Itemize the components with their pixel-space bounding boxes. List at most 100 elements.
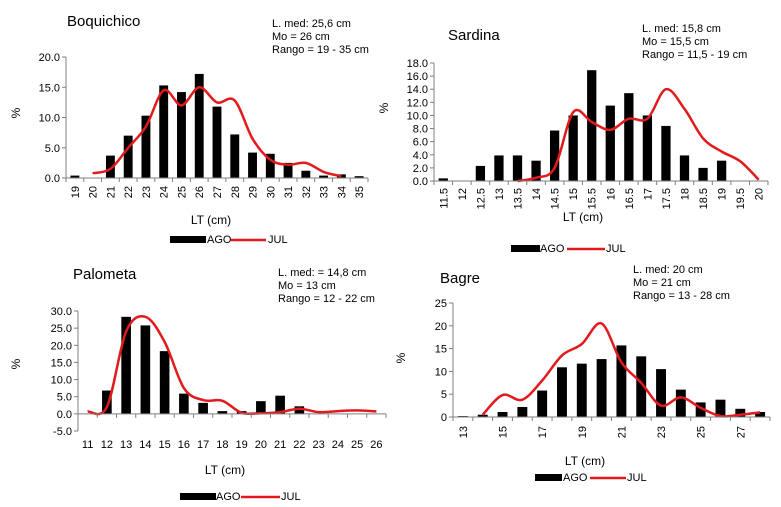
x-ticks: 19 20 21 22 23 24 25 26 27 28 29 30 31 32 33 34 35 xyxy=(65,178,369,198)
x-tick-label: 17.5 xyxy=(661,188,673,209)
x-tick-label: 32 xyxy=(301,186,313,198)
y-tick-label: 20.0 xyxy=(39,52,60,64)
y-tick-label: 18.0 xyxy=(407,58,428,70)
bars-ago xyxy=(457,345,766,417)
bar-ago xyxy=(755,411,766,417)
bar-ago xyxy=(636,356,647,417)
x-tick-label: 19 xyxy=(70,186,82,198)
legend-label-jul: JUL xyxy=(627,472,647,484)
x-tick-label: 35 xyxy=(354,186,366,198)
bars-ago xyxy=(70,73,364,178)
x-ticks: 11.5 12 12.5 13 13.5 14 14.5 15 15.5 16 16.5 17 17.5… xyxy=(433,181,769,209)
bar-ago xyxy=(616,345,627,417)
bar-ago xyxy=(477,414,488,417)
axes xyxy=(65,57,368,179)
bar-ago xyxy=(656,369,666,417)
y-tick-label: 5.0 xyxy=(57,392,72,404)
x-tick-label: 18.5 xyxy=(698,188,710,209)
stats-mode: Mo = 13 cm xyxy=(278,280,336,292)
x-axis-label: LT (cm) xyxy=(191,213,231,227)
x-tick-label: 24 xyxy=(159,186,171,198)
legend-label-jul: JUL xyxy=(281,491,301,503)
x-tick-label: 23 xyxy=(141,186,153,198)
bars-ago xyxy=(102,316,305,414)
stats-mean: L. med: 25,6 cm xyxy=(272,18,351,30)
bar-ago xyxy=(642,115,653,181)
bar-ago xyxy=(141,115,151,178)
bar-ago xyxy=(319,175,329,178)
x-tick-label: 31 xyxy=(283,186,295,198)
bar-ago xyxy=(294,406,305,414)
bar-ago xyxy=(177,92,186,178)
x-tick-label: 13 xyxy=(120,439,132,451)
stats-mode: Mo = 21 cm xyxy=(633,277,691,289)
bar-ago xyxy=(179,393,189,414)
bar-ago xyxy=(301,170,311,178)
stats-mean: L. med: 15,8 cm xyxy=(642,23,721,35)
line-jul xyxy=(92,86,342,178)
bar-ago xyxy=(198,402,208,414)
x-axis-label: LT (cm) xyxy=(565,454,605,468)
legend-label-jul: JUL xyxy=(268,234,288,246)
chart-bagre: Bagre L. med: 20 cm Mo = 21 cm Rango = 1… xyxy=(394,264,771,484)
x-tick-label: 28 xyxy=(230,186,242,198)
y-tick-label: 25.0 xyxy=(51,323,72,335)
legend: AGO JUL xyxy=(511,243,626,255)
x-tick-label: 20 xyxy=(88,186,100,198)
x-tick-label: 12.5 xyxy=(475,188,487,209)
x-tick-label: 13 xyxy=(458,426,470,438)
stats-mean: L. med: 20 cm xyxy=(633,264,703,276)
x-tick-label: 15 xyxy=(568,188,580,200)
x-tick-label: 20 xyxy=(754,188,766,200)
x-tick-label: 14 xyxy=(139,439,151,451)
x-tick-label: 17 xyxy=(197,439,209,451)
bar-ago xyxy=(715,399,726,417)
y-tick-label: 0.0 xyxy=(45,173,60,185)
series-line-jul xyxy=(481,322,761,418)
bar-ago xyxy=(587,70,597,181)
bar-ago xyxy=(557,367,567,417)
legend-label-jul: JUL xyxy=(606,243,626,255)
x-tick-label: 12 xyxy=(101,439,113,451)
x-tick-label: 19 xyxy=(717,188,729,200)
legend-swatch-ago xyxy=(535,474,562,481)
bar-ago xyxy=(159,85,169,178)
stats-range: Rango = 19 - 35 cm xyxy=(272,44,369,56)
x-axis-label: LT (cm) xyxy=(205,463,245,477)
x-tick-label: 15 xyxy=(159,439,171,451)
bar-ago xyxy=(212,106,222,178)
bar-ago xyxy=(531,160,541,181)
x-tick-label: 23 xyxy=(656,426,668,438)
x-tick-label: 13 xyxy=(494,188,506,200)
x-tick-label: 25 xyxy=(351,439,363,451)
y-tick-label: 14.0 xyxy=(407,84,428,96)
x-tick-label: 21 xyxy=(616,426,628,438)
bar-ago xyxy=(661,125,671,181)
y-tick-label: 10.0 xyxy=(51,375,72,387)
bar-ago xyxy=(248,152,257,178)
y-tick-label: 10.0 xyxy=(407,110,428,122)
legend-swatch-ago xyxy=(170,236,206,243)
y-tick-label: 5.0 xyxy=(45,143,60,155)
x-tick-label: 12 xyxy=(457,188,469,200)
x-tick-label: 19 xyxy=(236,439,248,451)
bar-ago xyxy=(123,135,133,178)
x-tick-label: 16 xyxy=(605,188,617,200)
bar-ago xyxy=(624,93,634,181)
bar-ago xyxy=(549,130,560,181)
y-tick-label: 8.0 xyxy=(413,124,428,136)
y-axis-label: % xyxy=(9,358,23,369)
y-tick-label: 30.0 xyxy=(51,306,72,318)
legend-swatch-ago xyxy=(180,493,216,500)
x-tick-label: 29 xyxy=(248,186,260,198)
x-tick-label: 19.5 xyxy=(735,188,747,209)
x-tick-label: 25 xyxy=(176,186,188,198)
bar-ago xyxy=(716,160,727,181)
bar-ago xyxy=(475,165,486,181)
x-tick-label: 15.5 xyxy=(587,188,599,209)
line-jul xyxy=(87,315,377,416)
x-tick-label: 30 xyxy=(265,186,277,198)
y-tick-label: 5 xyxy=(441,389,447,401)
legend-label-ago: AGO xyxy=(563,472,588,484)
